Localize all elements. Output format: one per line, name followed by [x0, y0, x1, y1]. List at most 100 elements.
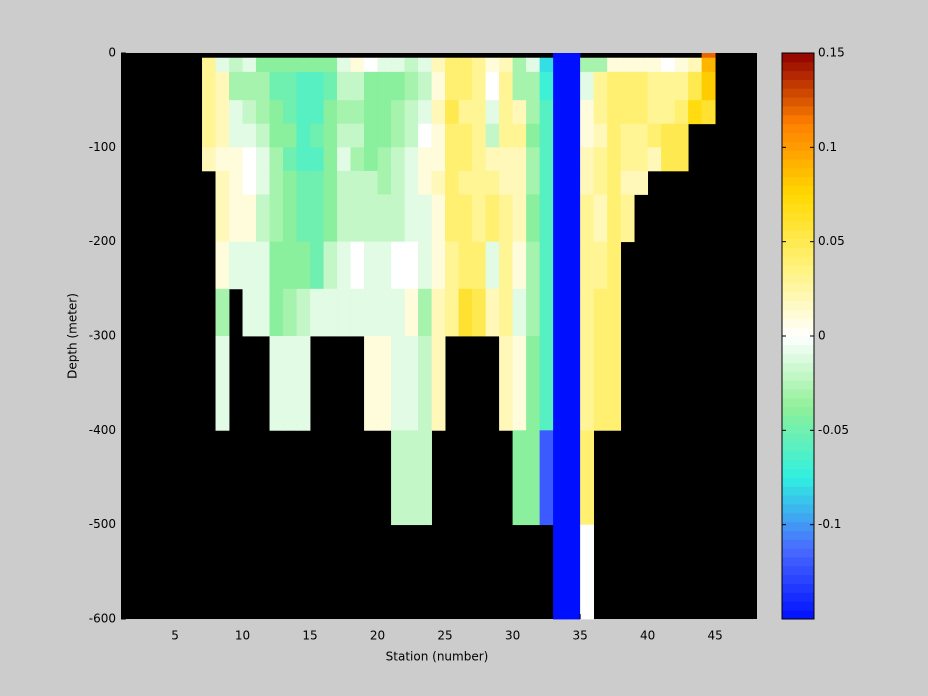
y-tick-label: 0: [108, 46, 116, 60]
cell: [377, 241, 392, 290]
cell: [485, 147, 500, 172]
cell: [283, 288, 297, 337]
cell: [539, 100, 554, 125]
cell: [620, 100, 635, 125]
cell: [553, 194, 568, 243]
cell: [499, 100, 513, 125]
cell: [526, 57, 540, 73]
cell: [458, 123, 473, 148]
colorbar-swatch: [782, 459, 814, 470]
colorbar-swatch: [782, 424, 814, 434]
cell: [215, 170, 230, 195]
cell: [377, 336, 392, 431]
colorbar-swatch: [782, 291, 814, 302]
cell: [391, 336, 405, 431]
colorbar-swatch: [782, 327, 814, 337]
cell: [512, 336, 527, 431]
cell: [512, 57, 527, 73]
x-tick-label: 5: [171, 629, 179, 643]
cell: [539, 288, 554, 337]
cell: [458, 147, 473, 172]
cell: [202, 147, 216, 172]
cell: [215, 288, 230, 337]
cell: [512, 170, 527, 195]
cell: [634, 57, 649, 73]
cell: [607, 57, 622, 73]
cell: [593, 194, 608, 243]
cell: [512, 241, 527, 290]
cell: [526, 336, 540, 431]
cell: [229, 123, 243, 148]
cell: [607, 194, 622, 243]
cell: [553, 336, 568, 431]
cell: [580, 336, 595, 431]
cell: [215, 71, 230, 101]
cell: [566, 336, 581, 431]
cell: [499, 147, 513, 172]
cell: [485, 241, 500, 290]
cell: [566, 71, 581, 101]
cell: [580, 147, 595, 172]
colorbar: 0.15 0.1 0.05 0 -0.05 -0.1: [781, 46, 849, 620]
cell: [445, 147, 459, 172]
cell: [283, 100, 297, 125]
cell: [323, 241, 338, 290]
colorbar-swatch: [782, 415, 814, 425]
cell: [242, 288, 257, 337]
cell: [472, 241, 486, 290]
cell: [580, 57, 595, 73]
cell: [688, 100, 703, 125]
cell: [607, 288, 622, 337]
colorbar-swatch: [782, 548, 814, 558]
cell: [404, 241, 419, 290]
cell: [310, 123, 324, 148]
cell: [539, 147, 554, 172]
cell: [647, 123, 662, 148]
colorbar-swatch: [782, 486, 814, 496]
cell: [566, 241, 581, 290]
cell: [553, 430, 568, 526]
colorbar-swatch: [782, 159, 814, 169]
cell: [323, 147, 338, 172]
cell: [283, 123, 297, 148]
colorbar-swatch: [782, 185, 814, 195]
cell: [593, 71, 608, 101]
cell: [296, 336, 311, 431]
colorbar-tick-label: -0.05: [818, 423, 849, 437]
cell: [323, 123, 338, 148]
cell: [350, 194, 365, 243]
cell: [701, 71, 716, 101]
cell: [634, 170, 649, 195]
cell: [377, 194, 392, 243]
cell: [472, 147, 486, 172]
cell: [364, 241, 378, 290]
cell: [431, 100, 446, 125]
cell: [391, 123, 405, 148]
cell: [647, 71, 662, 101]
cell: [418, 288, 432, 337]
cell: [269, 170, 284, 195]
cell: [215, 57, 230, 73]
cell: [391, 57, 405, 73]
cell: [377, 123, 392, 148]
cell: [404, 194, 419, 243]
cell: [485, 57, 500, 73]
cell: [391, 430, 405, 526]
cell: [310, 57, 324, 73]
cell: [202, 57, 216, 73]
cell: [418, 336, 432, 431]
cell: [404, 430, 419, 526]
cell: [256, 241, 270, 290]
cell: [526, 241, 540, 290]
cell: [418, 123, 432, 148]
cell: [296, 123, 311, 148]
cell: [418, 147, 432, 172]
cell: [499, 336, 513, 431]
cell: [229, 147, 243, 172]
cell: [593, 170, 608, 195]
cell: [566, 170, 581, 195]
cell: [647, 100, 662, 125]
cell: [593, 123, 608, 148]
cell: [512, 430, 527, 526]
cell: [269, 100, 284, 125]
